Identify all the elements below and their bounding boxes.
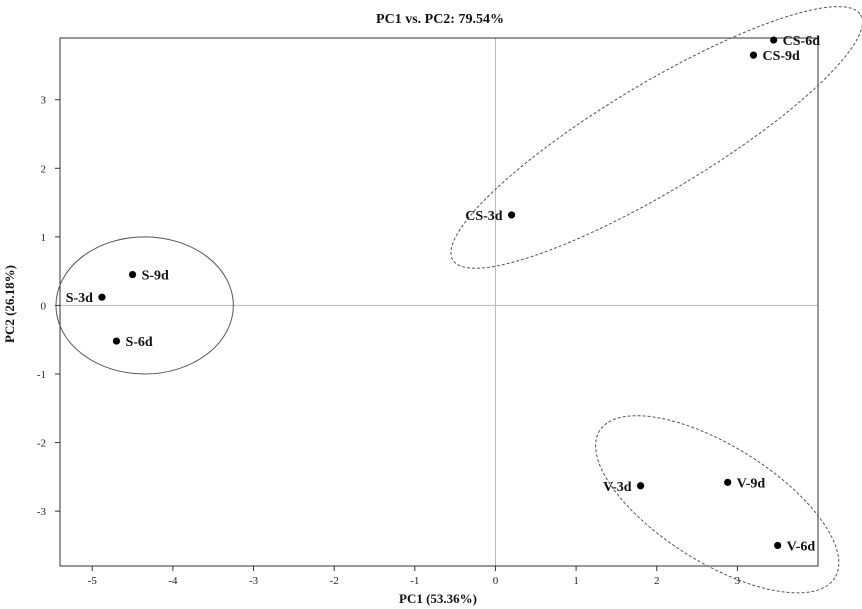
y-tick-label: -1: [37, 369, 46, 381]
group-ellipse: [595, 415, 840, 594]
x-tick-label: 0: [493, 575, 499, 587]
point-label: S-3d: [66, 291, 93, 306]
data-point: [749, 51, 758, 59]
plot-area: -5 -4 -3 -2 -1 0 1 2 3 -3 -2 -1 0 1 2 3 S-3d S-6d S-9d CS-3…: [37, 6, 862, 594]
y-tick-label: 1: [41, 232, 47, 244]
x-tick-label: -4: [168, 575, 178, 587]
data-point: [98, 293, 106, 301]
x-tick-label: 3: [735, 575, 741, 587]
point-label: V-6d: [787, 539, 816, 554]
y-tick-label: 0: [41, 300, 47, 312]
x-tick-label: 1: [573, 575, 579, 587]
group-ellipse: [55, 236, 234, 375]
point-label: S-6d: [125, 335, 152, 350]
x-tick-label: 2: [654, 575, 660, 587]
point-label: V-3d: [603, 480, 632, 495]
point-label: V-9d: [737, 476, 766, 491]
chart-title: PC1 vs. PC2: 79.54%: [376, 12, 504, 27]
group-ellipse: [450, 6, 862, 269]
data-point: [770, 36, 778, 44]
y-tick-label: -2: [37, 438, 46, 450]
point-label: CS-9d: [762, 49, 800, 64]
point-label: CS-3d: [465, 209, 503, 224]
x-tick-label: -2: [330, 575, 339, 587]
data-point: [636, 482, 645, 490]
y-tick-label: 3: [41, 95, 47, 107]
x-axis-label: PC1 (53.36%): [399, 591, 477, 606]
y-axis-label: PC2 (26.18%): [2, 265, 17, 343]
y-tick-label: 2: [41, 163, 47, 175]
data-point: [128, 270, 137, 279]
data-point: [507, 211, 516, 219]
x-tick-label: -1: [410, 575, 419, 587]
data-point: [774, 541, 782, 550]
plot-frame: [59, 37, 819, 567]
x-tick-label: -3: [249, 575, 259, 587]
x-tick-label: -5: [88, 575, 98, 587]
point-label: CS-6d: [783, 34, 821, 49]
point-label: S-9d: [142, 269, 169, 284]
data-point: [112, 337, 121, 345]
y-tick-label: -3: [37, 506, 47, 518]
data-point: [724, 478, 732, 486]
